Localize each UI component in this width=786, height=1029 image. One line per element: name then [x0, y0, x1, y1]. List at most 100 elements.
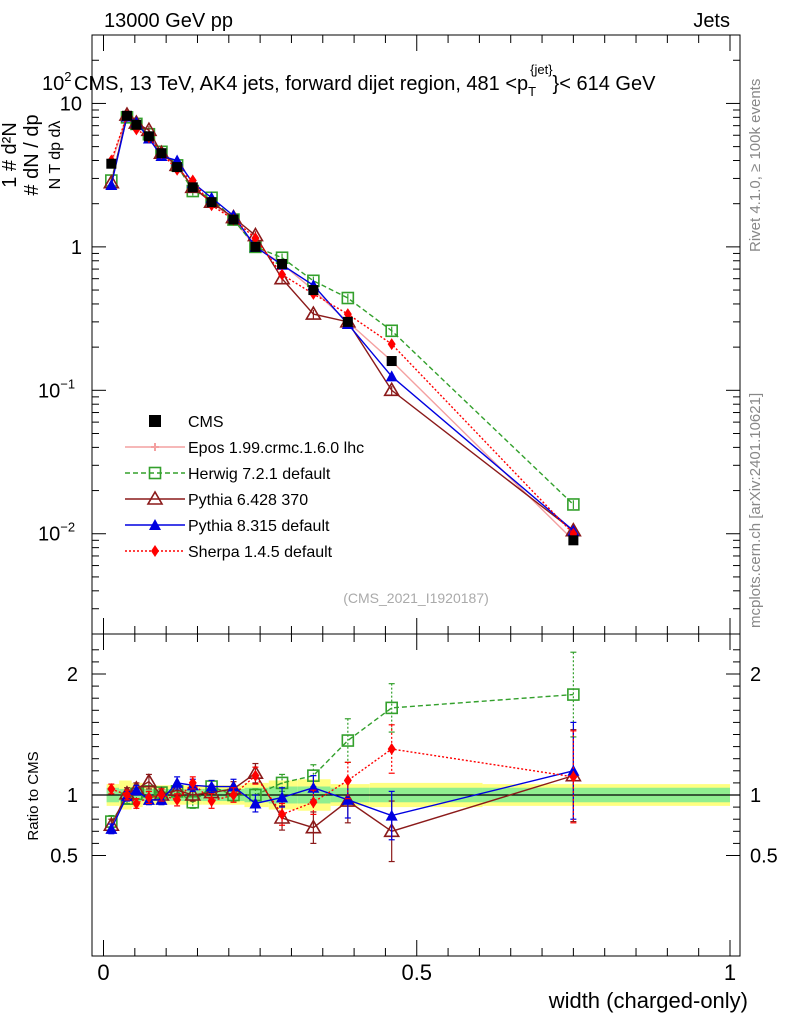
process-label: Jets [693, 10, 730, 32]
ratio-y-tick-label: 1 [67, 785, 78, 807]
data-point [143, 131, 154, 142]
data-point [106, 158, 117, 169]
svg-text:# dN / dp: # dN / dp [21, 114, 43, 195]
legend-label: Epos 1.99.crmc.1.6.0 lhc [188, 440, 364, 457]
data-point [172, 162, 183, 173]
ratio-point [341, 793, 354, 805]
data-point [308, 285, 319, 296]
ratio-point [130, 784, 143, 796]
series-point [251, 232, 260, 245]
data-point [206, 197, 217, 208]
plot-title-tail: }< 614 GeV [553, 73, 657, 95]
ratio-point [278, 808, 287, 821]
data-point [250, 241, 261, 252]
ratio-point [385, 809, 398, 821]
ratio-point [249, 797, 262, 809]
ratio-point [567, 688, 580, 701]
svg-text:1 # d²N: 1 # d²N [0, 122, 21, 188]
legend-marker [149, 415, 161, 427]
data-point [342, 316, 353, 327]
mcplots-ref: mcplots.cern.ch [arXiv:2401.10621] [747, 393, 764, 628]
series-point [387, 338, 396, 351]
ratio-point [273, 809, 291, 824]
ratio-point [227, 780, 240, 792]
series-point [278, 268, 287, 281]
legend-label: Herwig 7.2.1 default [188, 466, 331, 483]
series-line-4 [110, 114, 574, 535]
ratio-point [107, 782, 116, 795]
legend-marker [151, 443, 159, 451]
ratio-point [207, 795, 216, 808]
ratio-point [157, 789, 166, 801]
analysis-watermark: (CMS_2021_I1920187) [343, 590, 489, 606]
ratio-point [309, 796, 318, 809]
energy-label: 13000 GeV pp [104, 10, 233, 32]
ratio-point [567, 764, 580, 776]
ratio-point [385, 701, 398, 715]
x-tick-label: 0.5 [401, 960, 432, 985]
ratio-point [184, 786, 202, 801]
y-tick-label: 1 [71, 237, 82, 259]
data-point [568, 535, 579, 546]
data-point [228, 214, 239, 225]
ratio-panel: 2 2 1 1 0.5 0.5 0 0.5 1 [50, 633, 778, 985]
ratio-y-tick-label: 0.5 [50, 846, 78, 868]
plot-title-sup: {jet} [530, 62, 553, 77]
ratio-point [251, 769, 260, 782]
legend-marker [146, 490, 164, 505]
y-tick-label-top: 102 [42, 69, 71, 95]
ratio-point [173, 793, 182, 806]
ratio-point [569, 770, 578, 783]
ratio-point [171, 776, 184, 788]
plot-title-main: CMS, 13 TeV, AK4 jets, forward dijet reg… [74, 73, 528, 95]
data-point [187, 182, 198, 193]
ratio-point [341, 734, 355, 747]
rivet-version: Rivet 4.1.0, ≥ 100k events [747, 79, 764, 252]
series-point [383, 381, 401, 397]
ratio-point [276, 791, 289, 803]
legend-label: Pythia 6.428 370 [188, 492, 308, 509]
ratio-point [229, 789, 238, 801]
ratio-point [132, 797, 141, 810]
ratio-y-tick-label-right: 2 [750, 664, 761, 686]
ratio-point [304, 819, 322, 834]
series-point [273, 270, 291, 285]
data-point [121, 110, 132, 121]
series-point [567, 498, 580, 511]
series-point [304, 305, 322, 320]
x-axis-label: width (charged-only) [548, 988, 748, 1013]
x-tick-label: 0 [97, 960, 109, 985]
plot-title: CMS, 13 TeV, AK4 jets, forward dijet reg… [74, 62, 656, 99]
legend-label: Sherpa 1.4.5 default [188, 544, 333, 561]
ratio-point [144, 791, 153, 804]
data-point [386, 356, 397, 367]
svg-text:N T dp dλ: N T dp dλ [47, 121, 64, 190]
ratio-point [188, 776, 197, 789]
legend-label: CMS [188, 414, 224, 431]
legend-label: Pythia 8.315 default [188, 518, 330, 535]
series-point [385, 370, 398, 382]
data-point [277, 258, 288, 269]
series-point [341, 291, 355, 305]
ratio-point [205, 780, 218, 792]
plot-title-sub: T [528, 84, 536, 99]
ratio-point [343, 774, 352, 787]
ratio-point [122, 789, 131, 801]
ratio-y-tick-label-right: 0.5 [750, 846, 778, 868]
y-tick-label: 10−2 [38, 520, 75, 546]
legend-marker [151, 545, 159, 557]
y-axis-label-ratio: Ratio to CMS [25, 751, 42, 840]
legend-marker [148, 466, 162, 480]
ratio-point [387, 743, 396, 756]
main-panel: 10 1 10−1 10−2 102 [38, 34, 741, 635]
series-point [105, 178, 118, 190]
series-point [385, 324, 398, 338]
ratio-point [140, 773, 158, 788]
x-tick-label: 1 [724, 960, 736, 985]
y-axis-label-main: # dN / dp 1 # d²N N T dp dλ [0, 114, 64, 195]
data-point [131, 119, 142, 130]
y-tick-label: 10−1 [38, 376, 75, 402]
ratio-point [105, 822, 118, 834]
data-point [156, 148, 167, 159]
ratio-y-tick-label: 2 [67, 664, 78, 686]
